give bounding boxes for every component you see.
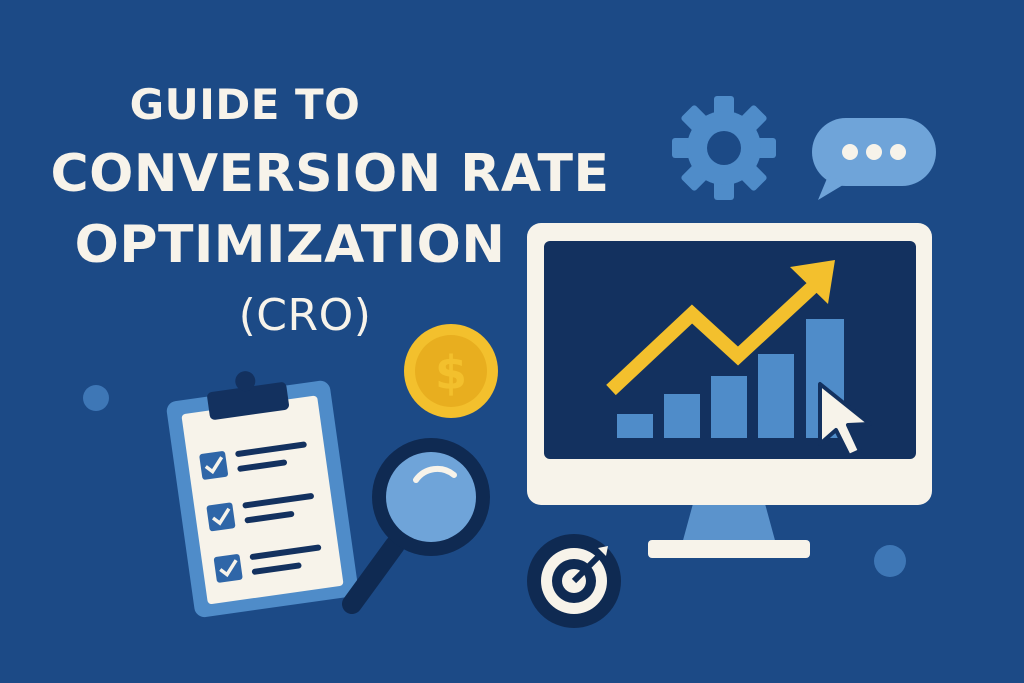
target-icon [527,534,621,628]
clipboard-checklist-icon [166,371,358,618]
title-line-4: (CRO) [238,290,372,341]
title-line-2: CONVERSION RATE [50,144,610,204]
decorative-dot-right [874,545,906,577]
coin-symbol: $ [435,346,467,400]
chat-bubble-icon [812,118,936,200]
coin-icon: $ [404,324,498,418]
title-line-3: OPTIMIZATION [74,215,506,275]
decorative-dot-left [83,385,109,411]
title-line-1: GUIDE TO [129,80,361,129]
magnifying-glass-icon [342,438,490,614]
gear-icon [672,96,776,200]
cursor-icon [818,382,872,458]
